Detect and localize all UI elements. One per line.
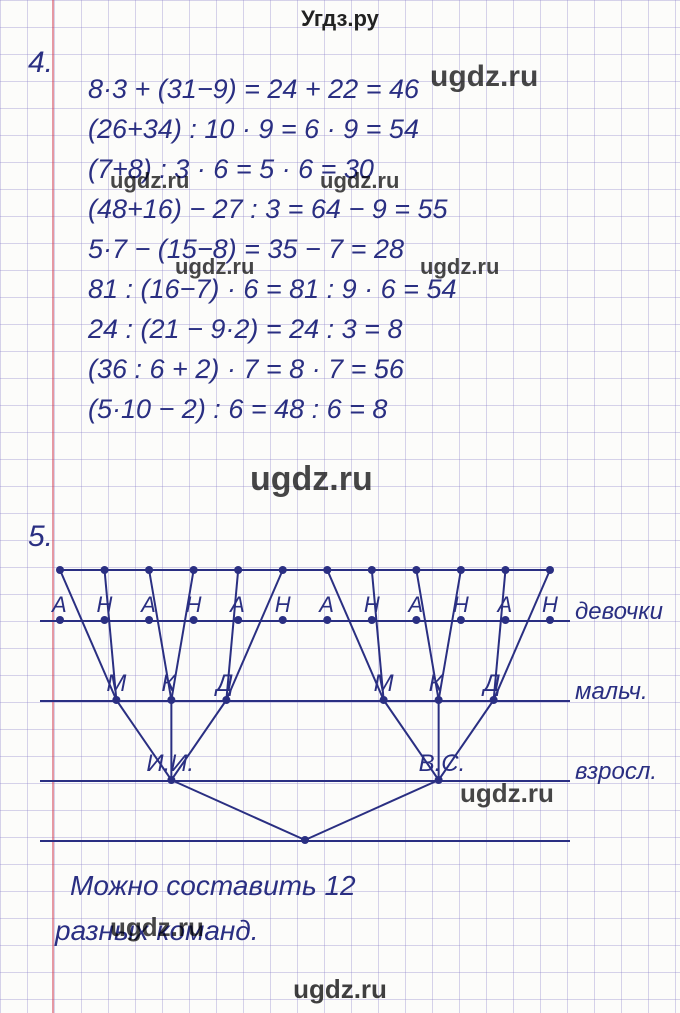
diagram-node-label: А [230,592,245,618]
watermark: ugdz.ru [110,168,189,194]
equation-line: (5·10 − 2) : 6 = 48 : 6 = 8 [88,394,387,425]
watermark: ugdz.ru [320,168,399,194]
diagram-node-label: В.С. [419,750,466,778]
margin-line [52,0,54,1013]
watermark: ugdz.ru [250,460,373,499]
diagram-node-label: А [319,592,334,618]
equation-line: 81 : (16−7) · 6 = 81 : 9 · 6 = 54 [88,274,456,305]
label-girls: девочки [575,598,663,626]
diagram-node-label: М [106,670,126,698]
equation-line: 24 : (21 − 9·2) = 24 : 3 = 8 [88,314,402,345]
diagram-node-label: Н [364,592,380,618]
watermark: ugdz.ru [430,60,538,94]
diagram-node-label: Д [484,670,501,698]
diagram-node-label: Н [275,592,291,618]
equation-line: (36 : 6 + 2) · 7 = 8 · 7 = 56 [88,354,404,385]
diagram-node-label: А [408,592,423,618]
diagram-node-label: Д [216,670,233,698]
equation-line: 8·3 + (31−9) = 24 + 22 = 46 [88,74,419,105]
diagram-node-label: М [374,670,394,698]
diagram-node-label: А [52,592,67,618]
watermark: ugdz.ru [460,778,554,809]
equation-line: (48+16) − 27 : 3 = 64 − 9 = 55 [88,194,448,225]
diagram-node-label: И.И. [146,750,194,778]
diagram-node-label: К [161,670,175,698]
diagram-node-label: К [429,670,443,698]
answer-line-1: Можно составить 12 [70,870,356,902]
watermark: ugdz.ru [175,254,254,280]
problem-4-number: 4. [28,46,53,80]
footer-watermark: ugdz.ru [0,974,680,1005]
diagram-node-label: А [497,592,512,618]
diagram-node-label: А [141,592,156,618]
page-header: Угдз.ру [0,6,680,32]
label-adults: взросл. [575,758,657,786]
problem-5-number: 5. [28,520,53,554]
label-boys: мальч. [575,678,648,706]
diagram-node-label: Н [97,592,113,618]
watermark: ugdz.ru [110,912,204,943]
diagram-node-label: Н [542,592,558,618]
diagram-node-label: Н [453,592,469,618]
grid-background [0,0,680,1013]
equation-line: (26+34) : 10 · 9 = 6 · 9 = 54 [88,114,419,145]
diagram-node-label: Н [186,592,202,618]
watermark: ugdz.ru [420,254,499,280]
